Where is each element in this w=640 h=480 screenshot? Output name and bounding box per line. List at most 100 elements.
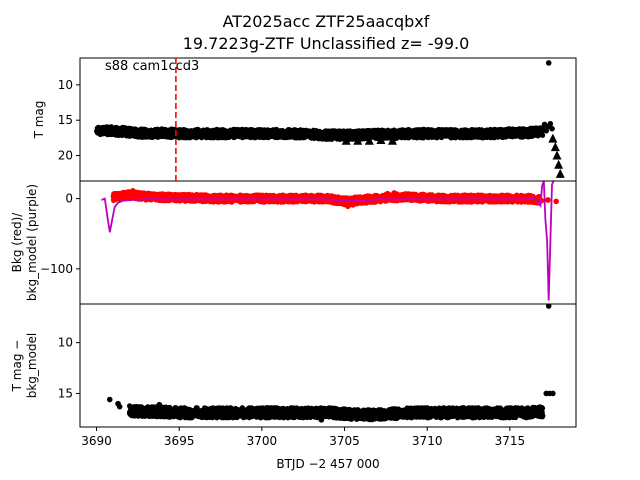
upper-limit-marker: [364, 135, 374, 145]
data-point: [237, 199, 243, 205]
data-point: [279, 199, 285, 205]
data-point: [130, 194, 136, 200]
data-point: [485, 129, 491, 135]
data-point: [478, 128, 484, 134]
data-point: [464, 132, 470, 138]
data-point: [507, 130, 513, 137]
data-point: [264, 193, 270, 199]
y-axis-label: T mag: [32, 101, 46, 140]
y-tick-label: 20: [58, 149, 73, 163]
data-point: [128, 126, 134, 132]
data-point: [421, 127, 427, 133]
data-point: [160, 126, 166, 132]
data-point: [434, 131, 441, 137]
data-point: [543, 128, 550, 134]
data-point: [132, 126, 138, 132]
data-point: [396, 192, 402, 198]
data-point: [356, 130, 362, 136]
y-tick-label: 15: [58, 113, 73, 127]
data-point: [215, 129, 221, 135]
data-point: [293, 127, 299, 133]
bkg-model-line: [101, 181, 555, 301]
data-point: [287, 134, 293, 140]
data-point: [375, 134, 381, 140]
data-point: [303, 194, 309, 200]
data-point: [125, 193, 131, 199]
data-point: [107, 126, 113, 132]
data-point: [367, 131, 373, 137]
data-point: [399, 132, 405, 138]
data-point: [282, 193, 288, 199]
data-point: [152, 127, 158, 133]
chart-title-line2: 19.7223g-ZTF Unclassified z= -99.0: [183, 34, 470, 53]
data-point: [245, 127, 251, 133]
panel-frame-top: [79, 57, 577, 182]
data-point: [276, 131, 282, 138]
y-axis-label: Bkg (red)/: [10, 212, 24, 273]
chart-title-line1: AT2025acc ZTF25aacqbxf: [223, 12, 430, 31]
data-point: [113, 195, 119, 201]
data-point: [361, 135, 367, 141]
data-point: [295, 135, 301, 141]
data-point: [553, 198, 559, 205]
data-point: [134, 130, 140, 136]
data-point: [281, 134, 287, 140]
data-point: [547, 120, 554, 127]
upper-limit-marker: [548, 133, 558, 143]
data-point: [539, 128, 545, 135]
data-point: [222, 128, 228, 135]
data-point: [122, 128, 128, 134]
data-point: [403, 191, 409, 197]
data-point: [384, 190, 391, 197]
data-point: [173, 192, 179, 199]
data-point: [341, 132, 348, 138]
data-point: [382, 130, 388, 136]
data-point: [205, 130, 211, 136]
data-point: [239, 194, 245, 200]
data-point: [102, 124, 108, 130]
data-point: [350, 129, 356, 135]
data-point: [545, 197, 551, 203]
upper-limit-marker: [387, 135, 397, 145]
data-point: [372, 193, 378, 199]
data-point: [265, 128, 271, 134]
data-point: [107, 131, 113, 137]
data-point: [140, 133, 146, 139]
data-point: [415, 127, 421, 133]
data-point: [127, 133, 133, 139]
data-point: [457, 135, 463, 141]
data-point: [116, 131, 123, 137]
data-point: [277, 192, 283, 199]
data-point: [222, 193, 228, 199]
data-point: [459, 193, 465, 199]
data-point: [168, 126, 175, 132]
data-point: [298, 193, 304, 199]
data-point: [167, 132, 173, 138]
panel-middle: 0 −100 Bkg (red)/bkg_model (purple): [10, 180, 577, 305]
data-point: [157, 132, 163, 138]
data-point: [549, 125, 555, 132]
data-point: [415, 131, 421, 137]
data-point: [371, 133, 377, 139]
data-point: [245, 199, 251, 205]
y-axis-label: bkg_model (purple): [25, 184, 39, 301]
upper-limit-marker: [552, 150, 562, 160]
upper-limit-marker: [550, 142, 560, 152]
data-point: [199, 132, 205, 138]
upper-limit-marker: [376, 135, 386, 144]
data-point: [256, 134, 262, 140]
data-point: [271, 132, 277, 138]
data-point: [212, 133, 218, 139]
data-point: [227, 131, 233, 138]
data-point: [530, 129, 537, 135]
data-point: [393, 131, 399, 137]
y-tick-label: −100: [40, 262, 73, 276]
data-point: [242, 134, 248, 140]
data-point: [391, 190, 397, 196]
data-point: [545, 60, 552, 66]
y-tick-label: 0: [65, 192, 73, 206]
data-point: [381, 135, 387, 141]
data-point: [453, 128, 459, 134]
